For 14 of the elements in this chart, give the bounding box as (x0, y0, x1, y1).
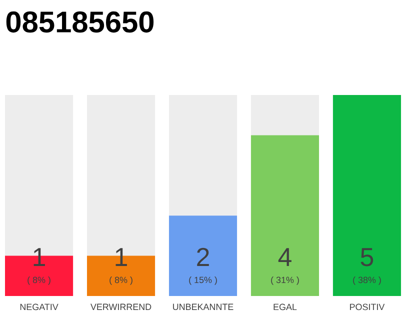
data-label: 2 (197, 248, 209, 266)
x-tick-label: EGAL (274, 304, 297, 310)
x-tick-label: NEGATIV (20, 304, 58, 310)
x-tick-label: POSITIV (350, 304, 385, 310)
data-label: 4 (278, 248, 292, 266)
x-tick-label: VERWIRREND (90, 304, 152, 310)
annotation: ( 15% ) (189, 276, 217, 285)
x-tick-label: UNBEKANNTE (173, 304, 234, 310)
data-label: 5 (360, 248, 374, 266)
annotation: ( 8% ) (110, 276, 132, 285)
annotation: ( 8% ) (28, 276, 50, 285)
annotation: ( 38% ) (353, 276, 381, 285)
chart-title: 085185650 (6, 11, 154, 33)
annotation: ( 31% ) (271, 276, 299, 285)
